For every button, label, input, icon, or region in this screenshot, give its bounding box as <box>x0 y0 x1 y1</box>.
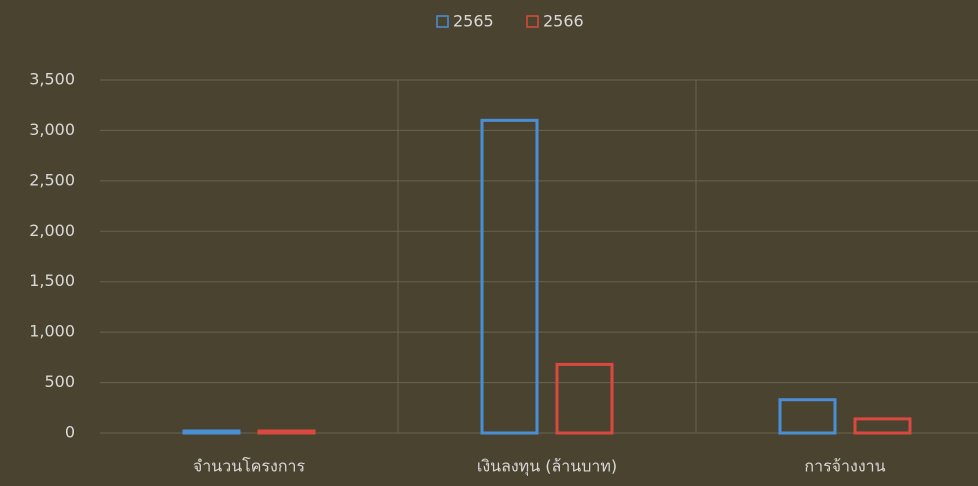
y-tick-label: 2,500 <box>29 170 75 189</box>
y-tick-label: 3,500 <box>29 70 75 89</box>
bar <box>853 417 912 435</box>
legend-swatch <box>526 15 539 28</box>
y-tick-label: 0 <box>65 423 75 442</box>
y-tick-label: 3,000 <box>29 120 75 139</box>
bar <box>778 398 837 435</box>
bar <box>257 429 316 435</box>
x-tick-label: จำนวนโครงการ <box>193 457 306 476</box>
y-tick-label: 2,000 <box>29 221 75 240</box>
bar <box>555 362 614 435</box>
legend-label: 2565 <box>453 12 494 31</box>
y-tick-label: 500 <box>44 372 75 391</box>
y-tick-label: 1,500 <box>29 271 75 290</box>
bar <box>480 118 539 435</box>
legend-swatch <box>436 15 449 28</box>
bar <box>182 429 241 435</box>
x-tick-label: การจ้างงาน <box>804 457 885 476</box>
x-tick-label: เงินลงทุน (ล้านบาท) <box>477 457 617 477</box>
legend-label: 2566 <box>543 12 584 31</box>
y-tick-label: 1,000 <box>29 322 75 341</box>
